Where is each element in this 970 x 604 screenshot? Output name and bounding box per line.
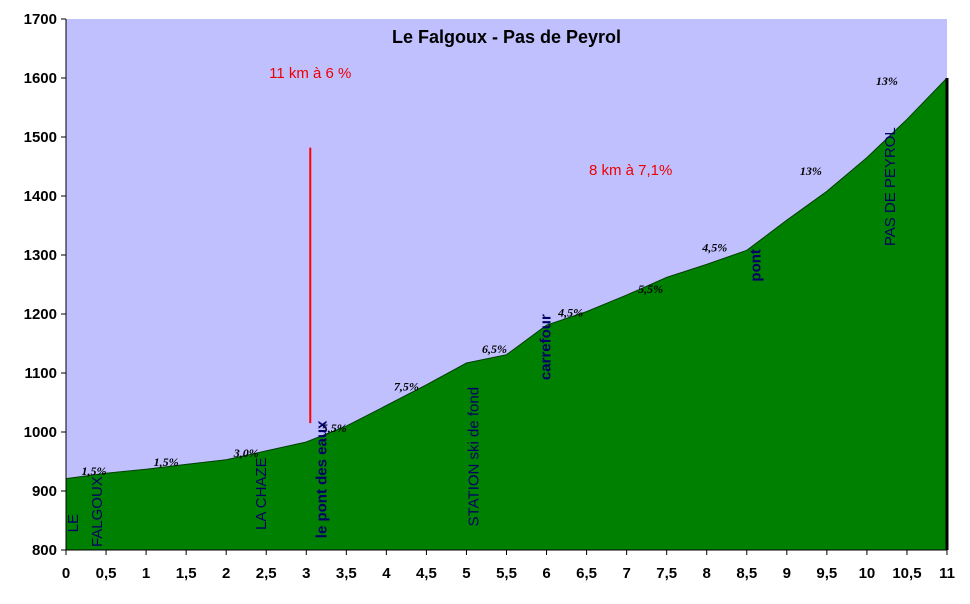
place-label: pont — [747, 249, 764, 281]
y-tick-label: 1500 — [24, 129, 57, 146]
x-tick-label: 2 — [222, 565, 230, 582]
x-tick-label: 8 — [703, 565, 711, 582]
y-tick-label: 1100 — [24, 365, 57, 382]
place-label: LE — [65, 514, 82, 532]
x-tick-label: 2,5 — [256, 565, 277, 582]
x-tick-label: 9,5 — [816, 565, 837, 582]
grade-label: 1,5% — [82, 464, 107, 478]
distance-annotation: 11 km à 6 % — [269, 65, 351, 82]
grade-label: 5,5% — [638, 282, 663, 296]
x-tick-label: 5,5 — [496, 565, 517, 582]
x-tick-label: 10 — [859, 565, 876, 582]
y-tick-label: 1400 — [24, 188, 57, 205]
grade-label: 4,5% — [701, 240, 727, 254]
place-label: le pont des eaux — [313, 420, 330, 538]
x-tick-label: 10,5 — [892, 565, 921, 582]
y-tick-label: 1600 — [24, 70, 57, 87]
x-tick-label: 5 — [462, 565, 470, 582]
grade-label: 3,0% — [233, 446, 259, 460]
place-label: LA CHAZE — [253, 457, 270, 530]
x-tick-label: 9 — [783, 565, 791, 582]
y-tick-label: 900 — [32, 483, 57, 500]
x-tick-label: 6,5 — [576, 565, 597, 582]
elevation-area — [66, 78, 947, 550]
x-tick-label: 4,5 — [416, 565, 437, 582]
grade-label: 4,5% — [557, 305, 583, 319]
y-tick-label: 800 — [32, 542, 57, 559]
place-label: STATION ski de fond — [465, 387, 482, 526]
x-tick-label: 4 — [382, 565, 391, 582]
grade-label: 1,5% — [154, 455, 179, 469]
x-tick-label: 3,5 — [336, 565, 357, 582]
elevation-line — [65, 77, 948, 480]
grade-label: 13% — [876, 74, 898, 88]
grade-label: 13% — [800, 164, 822, 178]
x-tick-label: 0 — [62, 565, 70, 582]
place-label: PAS DE PEYROL — [882, 127, 899, 246]
x-tick-label: 0,5 — [96, 565, 117, 582]
x-tick-label: 1 — [142, 565, 150, 582]
grade-label: 5,5% — [322, 421, 347, 435]
x-tick-label: 6 — [542, 565, 550, 582]
x-tick-label: 7,5 — [656, 565, 677, 582]
grade-label: 7,5% — [394, 380, 419, 394]
chart-title: Le Falgoux - Pas de Peyrol — [392, 27, 621, 47]
y-tick-label: 1300 — [24, 247, 57, 264]
x-tick-label: 3 — [302, 565, 310, 582]
x-tick-label: 7 — [622, 565, 630, 582]
place-label: carrefour — [538, 314, 555, 380]
distance-annotation: 8 km à 7,1% — [589, 162, 672, 179]
y-tick-label: 1200 — [24, 306, 57, 323]
y-tick-label: 1700 — [24, 11, 57, 28]
grade-label: 6,5% — [482, 342, 507, 356]
place-label: FALGOUX — [89, 476, 106, 547]
x-tick-label: 11 — [939, 565, 955, 582]
x-tick-label: 1,5 — [176, 565, 197, 582]
y-tick-label: 1000 — [24, 424, 57, 441]
x-tick-label: 8,5 — [736, 565, 757, 582]
